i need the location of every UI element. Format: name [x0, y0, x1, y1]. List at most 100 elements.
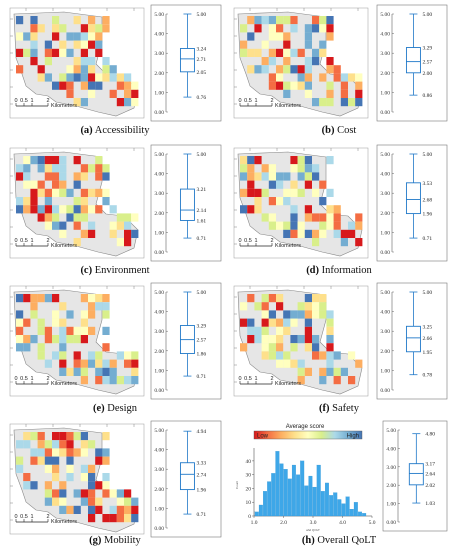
- scale-tick-label: 2: [270, 98, 273, 104]
- map-cell: [44, 359, 52, 368]
- map-cell: [247, 205, 255, 214]
- map-cell: [131, 367, 139, 376]
- y-tick-label: 2.00: [154, 211, 164, 217]
- map-cell: [304, 172, 312, 181]
- map-cell: [240, 343, 248, 352]
- map-cell: [283, 318, 291, 327]
- map-cell: [312, 172, 320, 181]
- map-cell: [131, 351, 139, 360]
- map-cell: [30, 448, 38, 457]
- map-cell: [304, 40, 312, 49]
- map-cell: [304, 213, 312, 222]
- map-cell: [261, 335, 269, 344]
- map-cell: [66, 89, 74, 98]
- map-cell: [283, 48, 291, 57]
- map-cell: [95, 172, 103, 181]
- caption-b-name: Cost: [337, 125, 357, 136]
- map-cell: [102, 473, 110, 482]
- map-cell: [73, 351, 81, 360]
- map-cell: [297, 156, 305, 165]
- map-cell: [312, 16, 320, 25]
- map-cell: [16, 326, 24, 335]
- scale-tick-label: 0: [238, 98, 241, 104]
- scale-tick-label: 0: [14, 514, 17, 520]
- caption-d-letter: (d): [306, 265, 320, 276]
- map-cell: [30, 188, 38, 197]
- map-cell: [276, 172, 284, 181]
- map-cell: [59, 164, 67, 173]
- map-cell: [30, 432, 38, 441]
- scale-tick-label: 0.5: [244, 376, 252, 382]
- map-cell: [80, 448, 88, 457]
- map-cell: [16, 464, 24, 473]
- map-cell: [80, 57, 88, 66]
- scale-tick-label: 2: [270, 376, 273, 382]
- y-tick-label: 40: [246, 459, 252, 465]
- map-cell: [52, 464, 60, 473]
- map-cell: [52, 497, 60, 506]
- scale-tick-label: 1: [30, 376, 33, 382]
- map-cell: [276, 302, 284, 311]
- map-cell: [80, 197, 88, 206]
- map-cell: [254, 197, 262, 206]
- legend-low-label: Low: [257, 434, 269, 440]
- map-cell: [326, 359, 334, 368]
- map-cell: [283, 57, 291, 66]
- x-tick-label: 1.0: [251, 520, 258, 526]
- map-cell: [95, 32, 103, 41]
- map-cell: [261, 57, 269, 66]
- map-cell: [124, 359, 132, 368]
- scale-tick-label: 1: [30, 98, 33, 104]
- caption-f-letter: (f): [319, 403, 330, 414]
- map-cell: [268, 343, 276, 352]
- map-cell: [326, 318, 334, 327]
- map-cell: [30, 180, 38, 189]
- map-cell: [276, 32, 284, 41]
- map-cell: [247, 32, 255, 41]
- map-cell: [102, 489, 110, 498]
- map-cell: [73, 432, 81, 441]
- map-cell: [333, 65, 341, 74]
- map-cell: [102, 197, 110, 206]
- map-cell: [109, 205, 117, 214]
- map-cell: [44, 40, 52, 49]
- map-cell: [276, 318, 284, 327]
- map-cell: [80, 81, 88, 90]
- caption-f-name: Safety: [332, 403, 359, 414]
- map-cell: [73, 221, 81, 230]
- map-cell: [95, 294, 103, 303]
- map-cell: [254, 172, 262, 181]
- map-cell: [88, 221, 96, 230]
- map-cell: [44, 326, 52, 335]
- map-cell: [44, 213, 52, 222]
- histogram-bar: [279, 463, 284, 517]
- map-cell: [52, 213, 60, 222]
- map-cell: [283, 351, 291, 360]
- stat-label-q1: 2.00: [422, 71, 432, 77]
- map-cell: [73, 335, 81, 344]
- map-cell: [283, 16, 291, 25]
- map-cell: [268, 24, 276, 33]
- y-tick-label: 1.00: [154, 506, 164, 512]
- scale-tick-label: 0: [238, 238, 241, 244]
- map-cell: [66, 432, 74, 441]
- map-cell: [240, 172, 248, 181]
- map-cell: [30, 302, 38, 311]
- y-tick-label: 20: [246, 486, 252, 492]
- map-cell: [37, 343, 45, 352]
- map-cell: [312, 302, 320, 311]
- map-cell: [333, 351, 341, 360]
- y-tick-label: 4.00: [380, 32, 390, 38]
- map-cell: [66, 464, 74, 473]
- caption-h: (h) Overall QoLT: [224, 535, 454, 546]
- map-cell: [312, 310, 320, 319]
- map-cell: [52, 172, 60, 181]
- map-cell: [268, 32, 276, 41]
- map-cell: [304, 89, 312, 98]
- histogram-bar: [324, 482, 329, 517]
- map-cell: [276, 351, 284, 360]
- y-tick-label: 3.00: [154, 329, 164, 335]
- x-tick-label: 2.0: [280, 520, 287, 526]
